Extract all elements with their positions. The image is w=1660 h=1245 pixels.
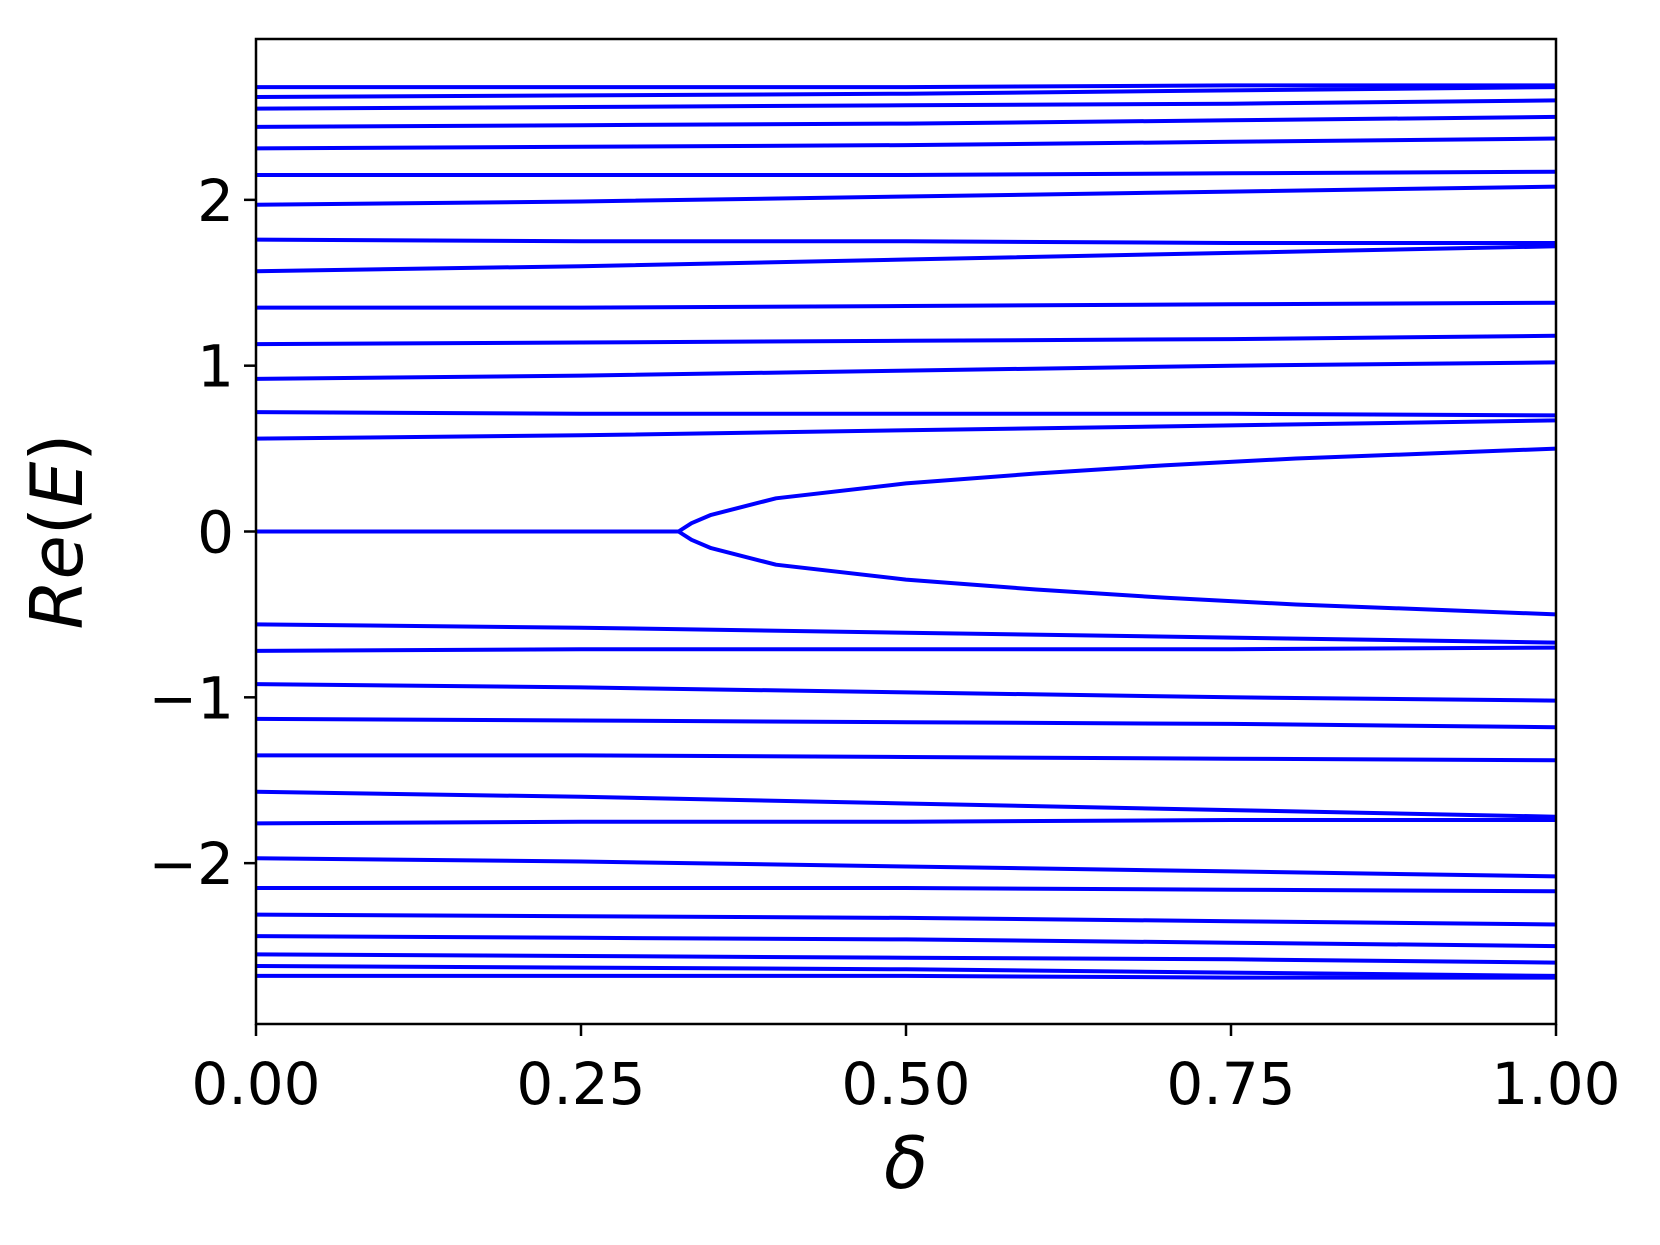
series-line-12	[255, 360, 1557, 381]
y-tick-label: 1	[197, 333, 234, 401]
y-tick-label: 2	[197, 167, 234, 235]
series-line-4	[255, 114, 1557, 129]
x-tick-label: 0.25	[516, 1050, 645, 1118]
series-line-2	[255, 85, 1557, 99]
series-line-25	[256, 886, 1557, 894]
series-layer	[255, 83, 1557, 980]
series-line-17	[255, 622, 1557, 645]
x-axis-ticks: 0.00 0.25 0.50 0.75 1.00	[191, 1024, 1621, 1118]
x-tick-label: 0.50	[841, 1050, 970, 1118]
x-tick-label: 0.00	[191, 1050, 320, 1118]
x-tick-label: 1.00	[1491, 1050, 1620, 1118]
y-axis-ticks: −2 −1 0 1 2	[149, 167, 256, 898]
series-line-20	[255, 716, 1557, 730]
series-line-6	[256, 169, 1557, 177]
x-axis-label: δ	[884, 1121, 928, 1205]
series-line-16	[256, 529, 1557, 617]
series-line-3	[255, 98, 1557, 111]
series-line-24	[255, 856, 1557, 879]
y-axis-label: Re(E)	[15, 433, 99, 629]
series-line-10	[256, 300, 1557, 310]
series-line-8	[255, 237, 1556, 245]
series-line-19	[255, 682, 1557, 703]
series-line-13	[255, 410, 1557, 418]
x-tick-label: 0.75	[1166, 1050, 1295, 1118]
series-line-30	[256, 973, 1556, 980]
series-line-5	[255, 136, 1557, 151]
series-line-11	[255, 333, 1557, 347]
y-tick-label: −2	[149, 830, 235, 898]
series-line-27	[255, 934, 1557, 949]
series-line-23	[255, 818, 1556, 826]
series-line-7	[255, 184, 1557, 207]
series-line-28	[255, 952, 1557, 965]
series-line-9	[255, 244, 1557, 274]
series-line-14	[255, 418, 1557, 441]
y-tick-label: 0	[197, 499, 234, 567]
series-line-26	[255, 912, 1557, 927]
series-line-22	[255, 789, 1557, 819]
series-line-21	[256, 753, 1557, 763]
series-line-1	[256, 83, 1556, 90]
series-line-29	[255, 964, 1557, 978]
y-tick-label: −1	[149, 664, 235, 732]
series-line-18	[255, 645, 1557, 653]
